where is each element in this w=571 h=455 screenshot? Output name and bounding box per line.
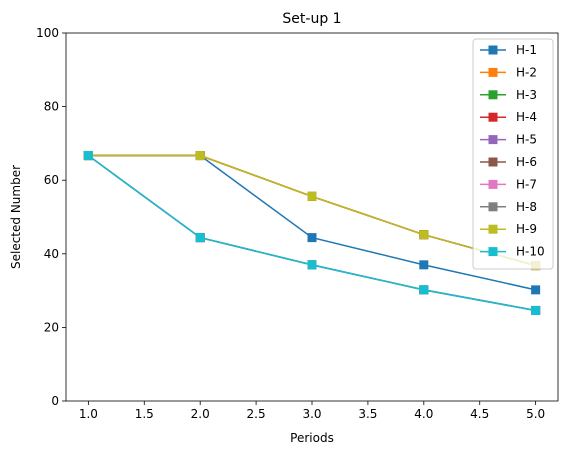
series-line-h-3 — [87, 154, 536, 312]
x-tick-label: 4.0 — [414, 407, 433, 421]
data-point-h-10 — [531, 305, 541, 315]
y-tick-label: 80 — [44, 100, 59, 114]
legend-label-h-5: H-5 — [516, 133, 537, 147]
data-point-h-9 — [307, 191, 317, 201]
legend-box — [472, 38, 554, 270]
x-tick-label: 2.0 — [191, 407, 210, 421]
series-line-h-2 — [88, 154, 536, 267]
legend-marker-h-6 — [488, 157, 498, 167]
series-line-h-1 — [88, 154, 536, 291]
y-tick-label: 60 — [44, 173, 59, 187]
series-line-h-5 — [87, 154, 536, 312]
y-tick-label: 40 — [44, 247, 59, 261]
y-axis-label: Selected Number — [9, 165, 23, 269]
legend-label-h-9: H-9 — [516, 222, 537, 236]
data-point-h-1 — [307, 233, 317, 243]
y-tick-label: 20 — [44, 320, 59, 334]
legend-label-h-1: H-1 — [516, 43, 537, 57]
series-line-h-10 — [87, 154, 536, 312]
legend-marker-h-3 — [488, 90, 498, 100]
legend-marker-h-2 — [488, 67, 498, 77]
legend-label-h-2: H-2 — [516, 65, 537, 79]
series-line-h-9 — [88, 154, 536, 267]
legend-label-h-7: H-7 — [516, 177, 537, 191]
legend-marker-h-7 — [488, 179, 498, 189]
x-tick-label: 3.0 — [302, 407, 321, 421]
y-tick-label: 100 — [36, 26, 59, 40]
x-axis-label: Periods — [290, 431, 334, 445]
data-point-h-10 — [307, 260, 317, 270]
data-point-h-9 — [195, 151, 205, 161]
legend-label-h-4: H-4 — [516, 110, 537, 124]
series-line-h-6 — [88, 154, 536, 267]
chart-title: Set-up 1 — [282, 11, 341, 27]
legend-marker-h-10 — [488, 247, 498, 257]
legend-label-h-8: H-8 — [516, 200, 537, 214]
legend-label-h-3: H-3 — [516, 88, 537, 102]
x-tick-label: 1.0 — [79, 407, 98, 421]
x-tick-label: 4.5 — [470, 407, 489, 421]
data-point-h-10 — [419, 285, 429, 295]
data-point-h-1 — [531, 285, 541, 295]
legend-marker-h-5 — [488, 135, 498, 145]
legend-marker-h-8 — [488, 202, 498, 212]
series-line-h-4 — [88, 154, 536, 267]
legend-label-h-6: H-6 — [516, 155, 537, 169]
series-line-h-7 — [87, 154, 536, 312]
y-tick-label: 0 — [51, 394, 59, 408]
legend-marker-h-9 — [488, 224, 498, 234]
x-tick-label: 1.5 — [135, 407, 154, 421]
legend: H-1 H-2 H-3 H-4 H-5 H-6 H-7 H-8 H-9 H-10 — [472, 38, 554, 270]
data-point-h-1 — [419, 260, 429, 270]
data-point-h-10 — [83, 151, 93, 161]
data-point-h-10 — [195, 233, 205, 243]
x-tick-label: 2.5 — [247, 407, 266, 421]
x-tick-label: 3.5 — [358, 407, 377, 421]
legend-label-h-10: H-10 — [516, 245, 545, 259]
data-point-h-9 — [419, 230, 429, 240]
legend-marker-h-1 — [488, 45, 498, 55]
legend-marker-h-4 — [488, 112, 498, 122]
series-line-h-8 — [87, 154, 536, 312]
x-tick-label: 5.0 — [526, 407, 545, 421]
